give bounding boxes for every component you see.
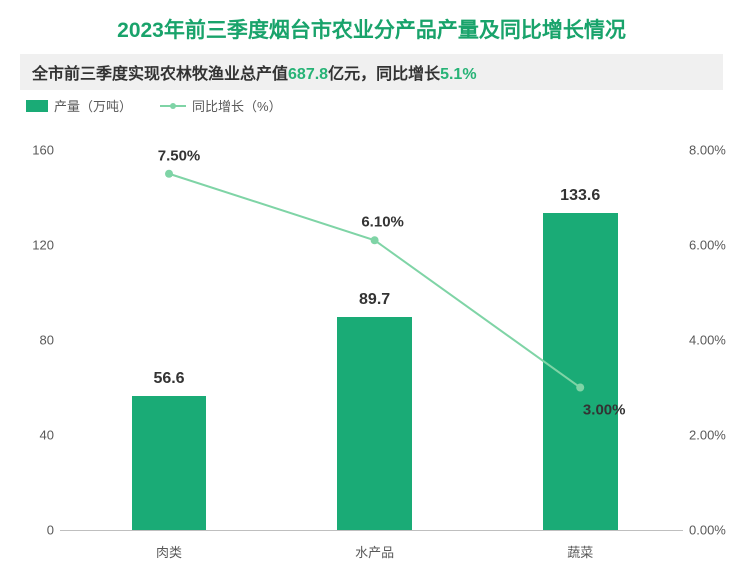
legend-bar-swatch	[26, 100, 48, 112]
legend-bar-item: 产量（万吨）	[26, 96, 132, 115]
y-left-tick: 40	[4, 428, 54, 443]
subtitle-prefix: 全市前三季度实现农林牧渔业总产值	[32, 66, 288, 83]
legend-bar-label: 产量（万吨）	[54, 96, 132, 115]
x-tick-label: 蔬菜	[567, 542, 593, 561]
x-tick-label: 水产品	[355, 542, 394, 561]
chart-title: 2023年前三季度烟台市农业分产品产量及同比增长情况	[0, 0, 743, 44]
y-left-tick: 0	[4, 523, 54, 538]
line-marker	[371, 236, 379, 244]
y-right-tick: 6.00%	[689, 238, 739, 253]
y-right-tick: 8.00%	[689, 143, 739, 158]
line-marker	[576, 384, 584, 392]
y-left-tick: 160	[4, 143, 54, 158]
y-right-tick: 2.00%	[689, 428, 739, 443]
y-axis-left: 04080120160	[4, 150, 54, 530]
legend-line-swatch	[160, 105, 186, 107]
x-axis: 肉类 水产品 蔬菜	[60, 536, 683, 566]
legend-line-item: 同比增长（%）	[160, 96, 282, 115]
baseline	[60, 530, 683, 531]
growth-line	[60, 150, 683, 530]
y-right-tick: 0.00%	[689, 523, 739, 538]
chart-title-text: 2023年前三季度烟台市农业分产品产量及同比增长情况	[117, 19, 626, 42]
y-axis-right: 0.00%2.00%4.00%6.00%8.00%	[689, 150, 739, 530]
subtitle-mid: 亿元，同比增长	[328, 66, 440, 83]
legend-line-label: 同比增长（%）	[192, 96, 282, 115]
y-left-tick: 120	[4, 238, 54, 253]
x-tick-label: 肉类	[156, 542, 182, 561]
legend: 产量（万吨） 同比增长（%）	[26, 96, 743, 115]
plot-area: 56.689.7133.67.50%6.10%3.00%	[60, 150, 683, 530]
y-right-tick: 4.00%	[689, 333, 739, 348]
line-marker	[165, 170, 173, 178]
subtitle-value: 687.8	[288, 66, 328, 83]
subtitle-growth: 5.1%	[440, 66, 476, 83]
y-left-tick: 80	[4, 333, 54, 348]
subtitle-box: 全市前三季度实现农林牧渔业总产值687.8亿元，同比增长5.1%	[20, 54, 723, 90]
